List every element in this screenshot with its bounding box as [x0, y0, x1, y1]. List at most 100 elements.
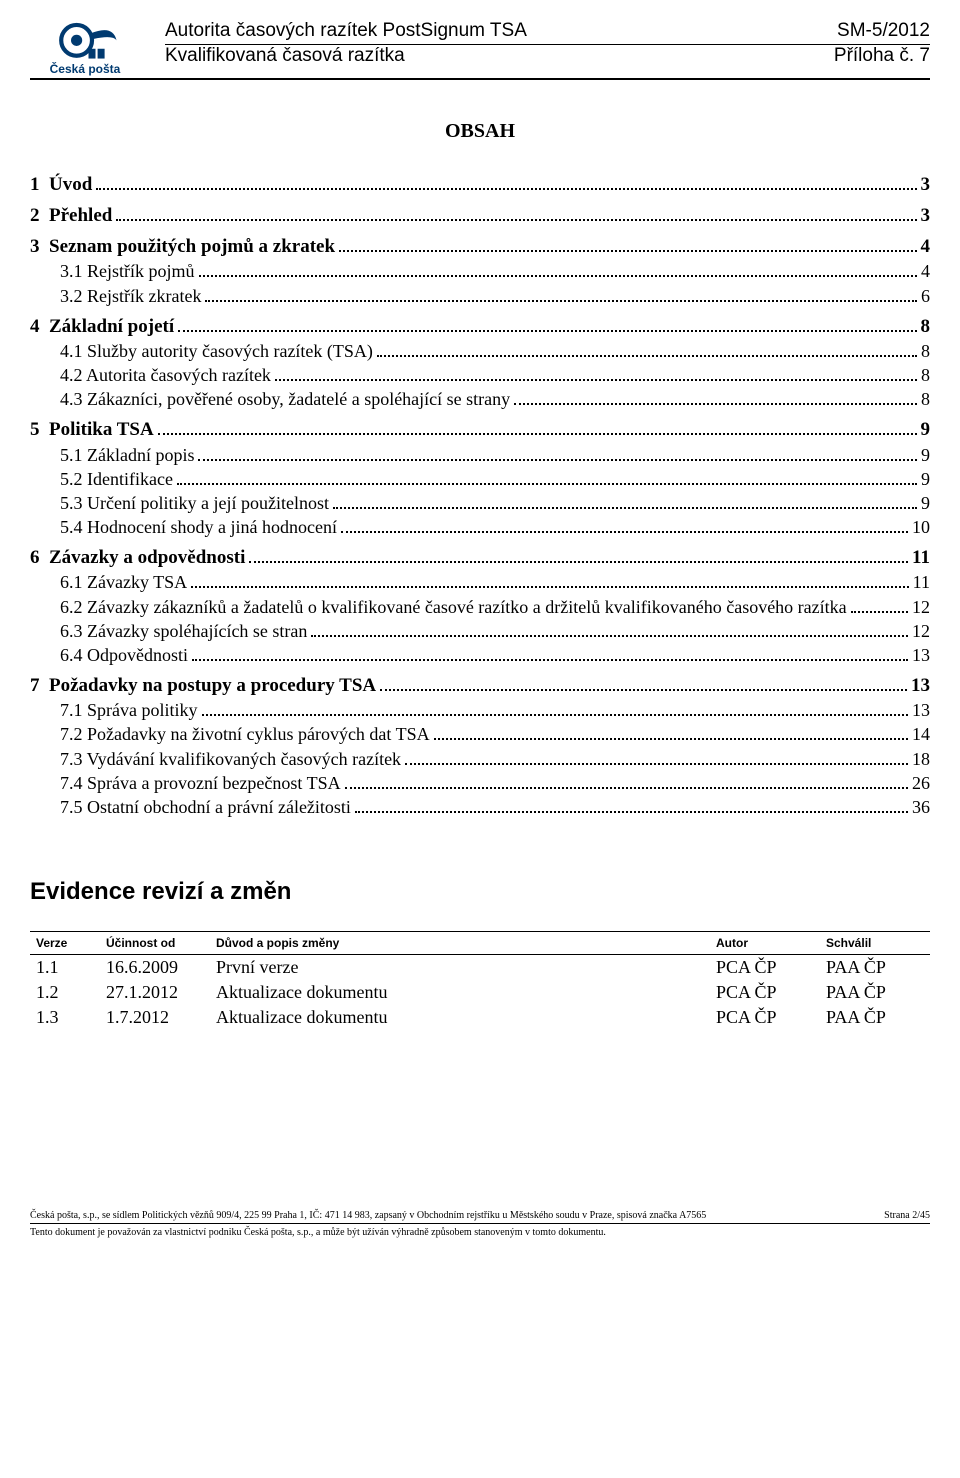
toc-leader-dots [192, 645, 908, 661]
cell-autor: PCA ČP [710, 1005, 820, 1030]
header-title-2: Kvalifikovaná časová razítka [165, 45, 810, 67]
annex-label: Příloha č. 7 [810, 45, 930, 67]
toc-label: 7.2 Požadavky na životní cyklus párových… [60, 724, 430, 745]
table-row: 1.227.1.2012Aktualizace dokumentuPCA ČPP… [30, 980, 930, 1005]
cell-verze: 1.1 [30, 955, 100, 981]
toc-leader-dots [178, 315, 916, 332]
col-schvalil: Schválil [820, 932, 930, 955]
table-header-row: Verze Účinnost od Důvod a popis změny Au… [30, 932, 930, 955]
toc-page: 8 [921, 365, 930, 386]
toc-page: 4 [921, 236, 931, 258]
toc-row: 7 Požadavky na postupy a procedury TSA 13 [30, 674, 930, 697]
toc-label: 3.2 Rejstřík zkratek [60, 286, 201, 307]
header-title-1: Autorita časových razítek PostSignum TSA [165, 20, 810, 42]
cell-autor: PCA ČP [710, 955, 820, 981]
cell-verze: 1.3 [30, 1005, 100, 1030]
table-row: 1.116.6.2009První verzePCA ČPPAA ČP [30, 955, 930, 981]
toc-row: 3.1 Rejstřík pojmů4 [30, 261, 930, 282]
toc-label: 1 Úvod [30, 174, 92, 196]
footer-line1: Česká pošta, s.p., se sídlem Politických… [30, 1210, 930, 1224]
toc-page: 36 [912, 797, 930, 818]
page-footer: Česká pošta, s.p., se sídlem Politických… [30, 1210, 930, 1238]
toc-page: 3 [921, 205, 931, 227]
cell-schvalil: PAA ČP [820, 980, 930, 1005]
toc-leader-dots [380, 674, 907, 691]
toc-label: 4 Základní pojetí [30, 316, 174, 338]
cell-duvod: První verze [210, 955, 710, 981]
toc-label: 6 Závazky a odpovědnosti [30, 547, 245, 569]
toc-label: 6.1 Závazky TSA [60, 572, 187, 593]
toc-label: 4.1 Služby autority časových razítek (TS… [60, 341, 373, 362]
toc-label: 7.3 Vydávání kvalifikovaných časových ra… [60, 749, 401, 770]
toc-row: 7.1 Správa politiky13 [30, 700, 930, 721]
toc-page: 3 [921, 174, 931, 196]
revisions-heading: Evidence revizí a změn [30, 878, 930, 906]
toc-page: 12 [912, 597, 930, 618]
toc-page: 6 [921, 286, 930, 307]
toc-page: 12 [912, 621, 930, 642]
toc-row: 5.2 Identifikace 9 [30, 469, 930, 490]
toc-label: 3 Seznam použitých pojmů a zkratek [30, 236, 335, 258]
toc-leader-dots [96, 173, 916, 190]
toc-label: 6.3 Závazky spoléhajících se stran [60, 621, 307, 642]
toc-leader-dots [249, 546, 908, 563]
toc-leader-dots [377, 341, 917, 357]
cell-ucinnost: 16.6.2009 [100, 955, 210, 981]
toc-label: 5.2 Identifikace [60, 469, 173, 490]
toc: 1 Úvod32 Přehled33 Seznam použitých pojm… [30, 173, 930, 818]
col-verze: Verze [30, 932, 100, 955]
header-titles: Autorita časových razítek PostSignum TSA… [165, 20, 810, 67]
toc-leader-dots [311, 621, 908, 637]
toc-row: 6.1 Závazky TSA 11 [30, 572, 930, 593]
toc-row: 5.1 Základní popis9 [30, 444, 930, 465]
toc-row: 4.1 Služby autority časových razítek (TS… [30, 341, 930, 362]
toc-page: 8 [921, 316, 931, 338]
toc-row: 4.2 Autorita časových razítek8 [30, 365, 930, 386]
logo-text: Česká pošta [50, 62, 121, 76]
toc-page: 14 [912, 724, 930, 745]
toc-row: 3.2 Rejstřík zkratek 6 [30, 285, 930, 306]
toc-page: 9 [921, 469, 930, 490]
toc-leader-dots [202, 700, 909, 716]
toc-leader-dots [205, 285, 917, 301]
toc-leader-dots [116, 204, 916, 221]
toc-page: 8 [921, 389, 930, 410]
toc-page: 13 [912, 645, 930, 666]
revisions-table: Verze Účinnost od Důvod a popis změny Au… [30, 931, 930, 1030]
toc-label: 4.3 Zákazníci, pověřené osoby, žadatelé … [60, 389, 510, 410]
table-row: 1.31.7.2012Aktualizace dokumentuPCA ČPPA… [30, 1005, 930, 1030]
cell-schvalil: PAA ČP [820, 1005, 930, 1030]
toc-row: 7.4 Správa a provozní bezpečnost TSA26 [30, 773, 930, 794]
toc-row: 5 Politika TSA 9 [30, 418, 930, 441]
toc-row: 7.2 Požadavky na životní cyklus párových… [30, 724, 930, 745]
toc-page: 11 [913, 572, 930, 593]
cell-duvod: Aktualizace dokumentu [210, 1005, 710, 1030]
toc-page: 9 [921, 493, 930, 514]
toc-heading: OBSAH [30, 120, 930, 143]
toc-page: 13 [911, 675, 930, 697]
toc-row: 1 Úvod 3 [30, 173, 930, 196]
header-right: SM-5/2012 Příloha č. 7 [810, 20, 930, 67]
toc-page: 9 [921, 419, 931, 441]
footer-address: Česká pošta, s.p., se sídlem Politických… [30, 1210, 706, 1221]
toc-page: 18 [912, 749, 930, 770]
toc-label: 5.1 Základní popis [60, 445, 194, 466]
toc-leader-dots [333, 493, 917, 509]
toc-leader-dots [355, 797, 908, 813]
toc-label: 7 Požadavky na postupy a procedury TSA [30, 675, 376, 697]
document-header: Česká pošta Autorita časových razítek Po… [30, 20, 930, 80]
toc-page: 4 [921, 261, 930, 282]
toc-page: 8 [921, 341, 930, 362]
toc-label: 5 Politika TSA [30, 419, 154, 441]
toc-leader-dots [339, 235, 916, 252]
toc-leader-dots [158, 418, 917, 435]
toc-page: 10 [912, 517, 930, 538]
toc-row: 4 Základní pojetí 8 [30, 315, 930, 338]
toc-label: 5.3 Určení politiky a její použitelnost [60, 493, 329, 514]
cell-duvod: Aktualizace dokumentu [210, 980, 710, 1005]
footer-disclaimer: Tento dokument je považován za vlastnict… [30, 1224, 930, 1238]
toc-row: 6.2 Závazky zákazníků a žadatelů o kvali… [30, 596, 930, 617]
toc-leader-dots [177, 469, 917, 485]
toc-label: 6.2 Závazky zákazníků a žadatelů o kvali… [60, 597, 847, 618]
toc-row: 2 Přehled3 [30, 204, 930, 227]
